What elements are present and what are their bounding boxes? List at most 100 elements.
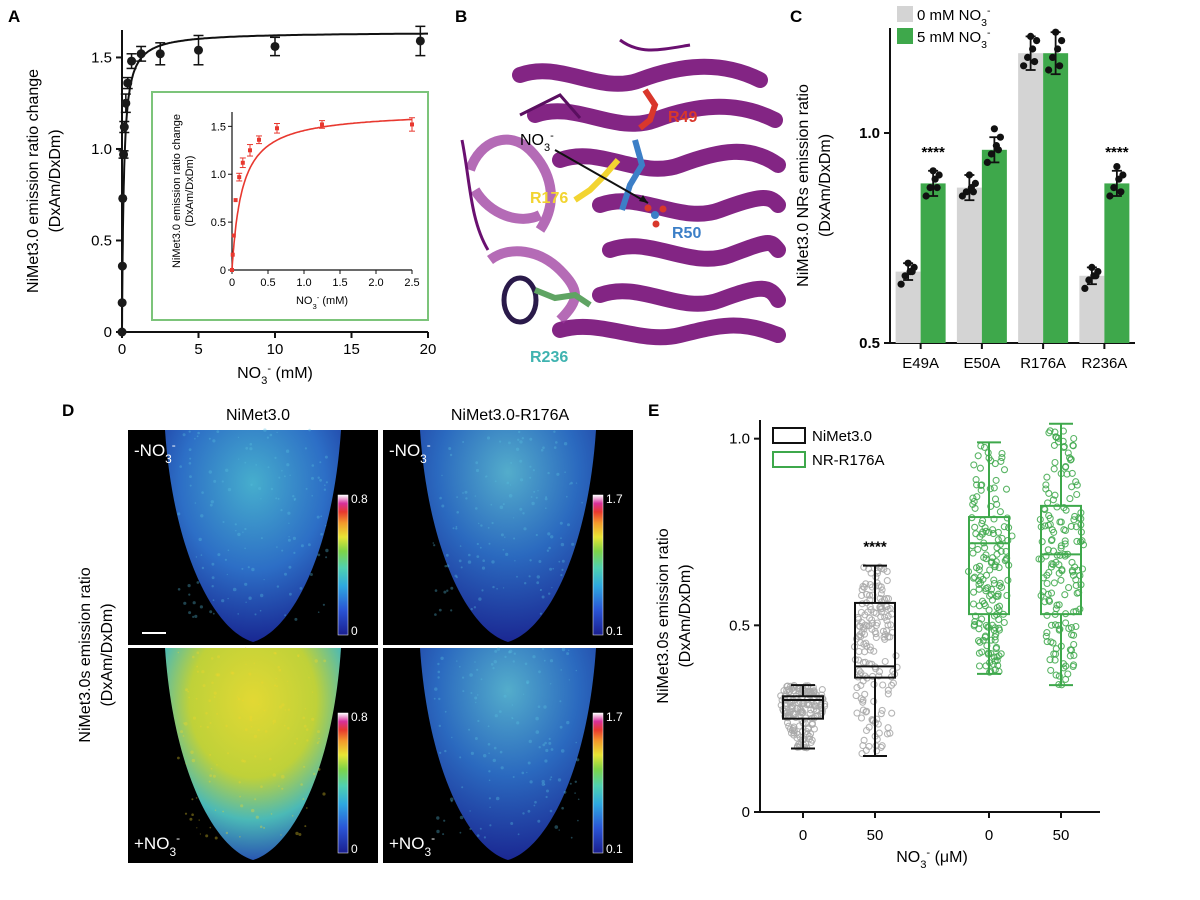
e-data-point xyxy=(987,502,995,510)
e-data-point xyxy=(984,623,992,631)
a-ylabel: NiMet3.0 emission ratio change (DxAm/DxDm… xyxy=(25,69,64,293)
d-speckle xyxy=(190,750,194,754)
e-data-point xyxy=(1061,591,1069,599)
d-speckle xyxy=(456,660,458,662)
inset-ylabel-line1: NiMet3.0 emission ratio change xyxy=(171,114,183,268)
e-data-point xyxy=(975,662,984,670)
c-data-point xyxy=(1085,276,1093,284)
c-data-point xyxy=(1113,163,1121,171)
d-speckle xyxy=(296,737,299,740)
d-speckle xyxy=(534,800,537,804)
d-speckle xyxy=(182,433,186,437)
d-speckle xyxy=(537,705,541,708)
e-data-point xyxy=(1057,542,1065,550)
c-data-point xyxy=(897,280,905,288)
d-speckle xyxy=(434,613,437,616)
d-speckle xyxy=(512,660,515,663)
e-data-point xyxy=(873,619,881,627)
d-speckle xyxy=(225,831,229,835)
d-speckle xyxy=(305,487,308,490)
c-data-point xyxy=(935,171,943,179)
d-speckle xyxy=(492,758,496,763)
e-data-point xyxy=(995,582,1004,590)
e-ytick-label: 0.5 xyxy=(729,617,750,634)
e-data-point xyxy=(977,442,985,450)
e-data-point xyxy=(1063,470,1071,478)
d-speckle xyxy=(446,564,450,568)
d-speckle xyxy=(312,691,314,693)
d-speckle xyxy=(492,667,495,670)
d-speckle xyxy=(462,492,464,494)
d-speckle xyxy=(539,612,543,615)
d-speckle xyxy=(237,697,241,701)
d-speckle xyxy=(557,778,562,782)
d-speckle xyxy=(476,542,479,546)
d-speckle xyxy=(314,659,318,663)
d-speckle xyxy=(555,441,558,444)
e-data-point xyxy=(981,544,989,552)
d-speckle xyxy=(300,544,304,548)
d-speckle xyxy=(498,710,502,713)
d-speckle xyxy=(247,566,250,569)
d-speckle xyxy=(199,605,203,609)
c-ytick-label: 1.0 xyxy=(859,125,880,142)
e-data-point xyxy=(1047,563,1055,571)
e-data-point xyxy=(853,709,861,717)
d-speckle xyxy=(188,448,192,451)
e-data-point xyxy=(860,736,868,744)
d-speckle xyxy=(448,447,452,450)
d-speckle xyxy=(284,475,286,478)
inset-xtick-label: 1.0 xyxy=(296,277,311,289)
c-bar xyxy=(920,183,946,343)
e-data-point xyxy=(982,551,990,559)
d-speckle xyxy=(476,668,479,671)
d-speckle xyxy=(244,547,246,550)
d-speckle xyxy=(526,680,530,684)
d-speckle xyxy=(491,560,495,564)
d-speckle xyxy=(556,472,560,476)
e-data-point xyxy=(870,697,878,705)
e-data-point xyxy=(889,679,897,687)
d-speckle xyxy=(491,521,494,525)
d-speckle xyxy=(200,514,204,518)
d-speckle xyxy=(537,490,539,492)
e-data-point xyxy=(1050,465,1058,473)
d-speckle xyxy=(460,566,463,569)
e-data-point xyxy=(860,563,868,571)
e-data-point xyxy=(876,563,884,571)
panel-e: E 0 0.5 1.0 NiMet3.0s emission ratio (DxAm/D… xyxy=(648,401,1100,871)
d-speckle xyxy=(216,764,218,766)
d-speckle xyxy=(513,537,516,540)
e-data-point xyxy=(875,668,884,676)
d-speckle xyxy=(274,652,277,655)
d-speckle xyxy=(458,559,462,563)
e-legend-swatch xyxy=(772,427,806,444)
d-speckle xyxy=(548,546,551,550)
e-ytick-label: 0 xyxy=(742,804,750,821)
c-data-point xyxy=(1029,45,1037,53)
d-speckle xyxy=(517,833,520,836)
e-ytick-label: 1.0 xyxy=(729,431,750,448)
d-speckle xyxy=(205,834,209,838)
d-speckle xyxy=(192,601,196,605)
d-speckle xyxy=(502,548,505,551)
d-speckle xyxy=(284,709,287,711)
d-speckle xyxy=(521,437,524,440)
d-speckle xyxy=(499,505,504,510)
d-speckle xyxy=(459,756,462,759)
c-data-point xyxy=(1117,188,1125,196)
e-data-point xyxy=(1043,473,1051,481)
e-data-point xyxy=(884,595,893,603)
d-speckle xyxy=(530,496,533,498)
a-xtick-label: 15 xyxy=(343,341,360,358)
d-speckle xyxy=(244,527,247,531)
d-speckle xyxy=(317,768,321,771)
d-colorbar-min: 0.1 xyxy=(606,624,623,638)
d-colorbar xyxy=(592,712,604,854)
d-speckle xyxy=(513,517,515,519)
d-speckle xyxy=(547,532,551,536)
d-speckle xyxy=(250,725,253,728)
d-speckle xyxy=(570,836,573,839)
e-data-point xyxy=(1052,671,1060,679)
c-ylabel-line1: NiMet3.0 NRs emission ratio xyxy=(795,84,812,287)
